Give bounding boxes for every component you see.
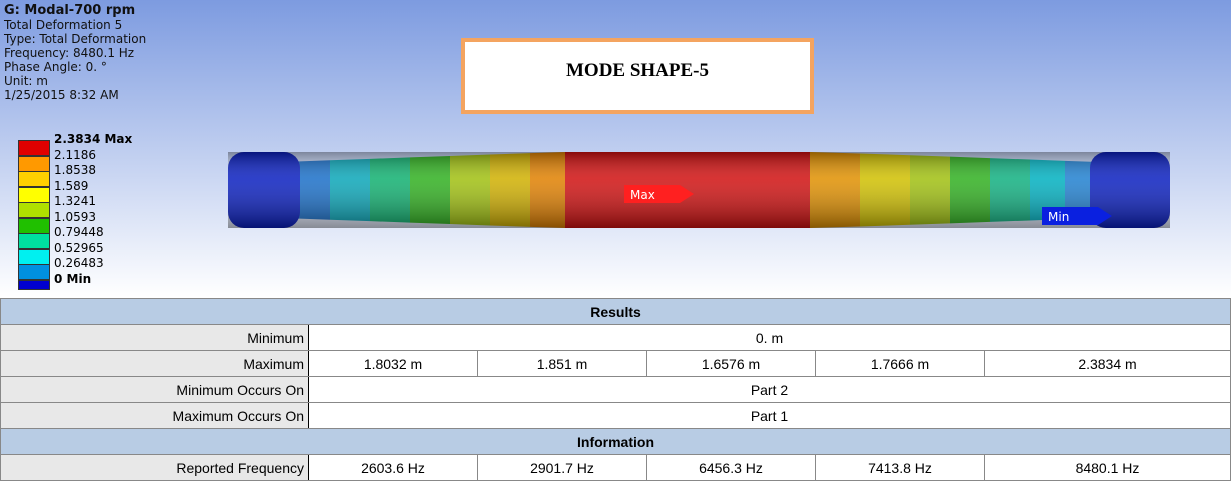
legend-label: 1.589 <box>54 179 88 193</box>
probe-label: Min <box>1048 210 1069 224</box>
legend-label: 0 Min <box>54 272 91 286</box>
cell: 1.851 m <box>478 351 647 377</box>
row-label: Minimum Occurs On <box>1 377 309 403</box>
row-label: Maximum Occurs On <box>1 403 309 429</box>
legend-label: 2.1186 <box>54 148 96 162</box>
page: G: Modal-700 rpmTotal Deformation 5Type:… <box>0 0 1231 484</box>
legend-label: 0.52965 <box>54 241 104 255</box>
legend-label: 1.3241 <box>54 194 96 208</box>
cell: 1.6576 m <box>647 351 816 377</box>
legend-label: 0.26483 <box>54 256 104 270</box>
legend-swatch <box>18 264 50 280</box>
row-label: Reported Frequency <box>1 455 309 481</box>
cell: 7413.8 Hz <box>816 455 985 481</box>
cell: Part 1 <box>309 403 1231 429</box>
cell: 1.8032 m <box>309 351 478 377</box>
cell: 6456.3 Hz <box>647 455 816 481</box>
section-row: Information <box>1 429 1231 455</box>
legend-swatch <box>18 249 50 265</box>
legend-label: 1.8538 <box>54 163 96 177</box>
section-title: Results <box>1 299 1231 325</box>
cell: 2.3834 m <box>985 351 1231 377</box>
legend-swatch <box>18 202 50 218</box>
legend-swatch <box>18 187 50 203</box>
legend-swatch <box>18 280 50 290</box>
shaft-shade <box>228 152 1170 228</box>
cell: 0. m <box>309 325 1231 351</box>
row-label: Maximum <box>1 351 309 377</box>
cell: 1.7666 m <box>816 351 985 377</box>
legend-label: 1.0593 <box>54 210 96 224</box>
row-label: Minimum <box>1 325 309 351</box>
legend-swatch <box>18 171 50 187</box>
legend-label: 0.79448 <box>54 225 104 239</box>
legend-swatch <box>18 140 50 156</box>
section-row: Results <box>1 299 1231 325</box>
legend-swatch <box>18 218 50 234</box>
cell: Part 2 <box>309 377 1231 403</box>
cell: 2603.6 Hz <box>309 455 478 481</box>
banner: MODE SHAPE-5 <box>461 38 814 114</box>
legend-swatch <box>18 156 50 172</box>
probe-label: Max <box>630 188 655 202</box>
section-title: Information <box>1 429 1231 455</box>
legend-label: 2.3834 Max <box>54 132 132 146</box>
legend-swatch <box>18 233 50 249</box>
cell: 8480.1 Hz <box>985 455 1231 481</box>
cell: 2901.7 Hz <box>478 455 647 481</box>
